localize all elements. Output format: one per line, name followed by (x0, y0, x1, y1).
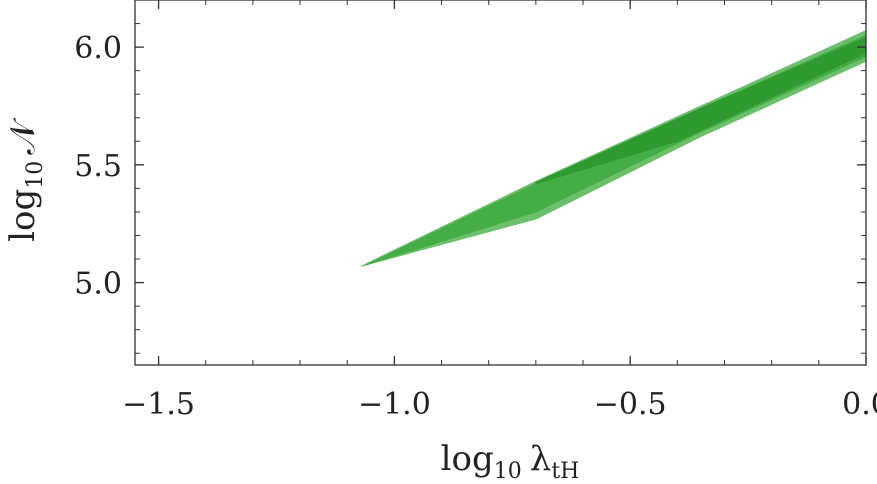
x-axis-label-symbol-sub: tH (551, 459, 579, 484)
y-axis-label-prefix: log (3, 189, 43, 242)
axis-ticks: −1.5 −1.0 −0.5 0.0 5.0 5.5 6.0 (74, 0, 877, 422)
x-axis-label-sub: 10 (494, 459, 522, 484)
x-tick-label: −0.5 (594, 387, 667, 422)
x-axis-label: log10 λtH (441, 439, 580, 484)
y-axis-label-symbol: 𝒩 (3, 118, 43, 155)
y-axis-label: log10 𝒩 (3, 118, 48, 242)
plot-frame (134, 0, 867, 366)
confidence-regions (360, 30, 867, 267)
y-tick-label: 6.0 (74, 31, 122, 66)
y-tick-label: 5.0 (74, 267, 122, 302)
x-tick-label: −1.0 (358, 387, 431, 422)
region-3 (535, 37, 867, 185)
x-axis-label-prefix: log (441, 439, 494, 479)
x-tick-label: 0.0 (842, 387, 877, 422)
x-axis-label-symbol: λ (530, 439, 552, 479)
y-tick-label: 5.5 (74, 149, 122, 184)
y-axis-label-sub: 10 (23, 161, 48, 189)
x-tick-label: −1.5 (122, 387, 195, 422)
